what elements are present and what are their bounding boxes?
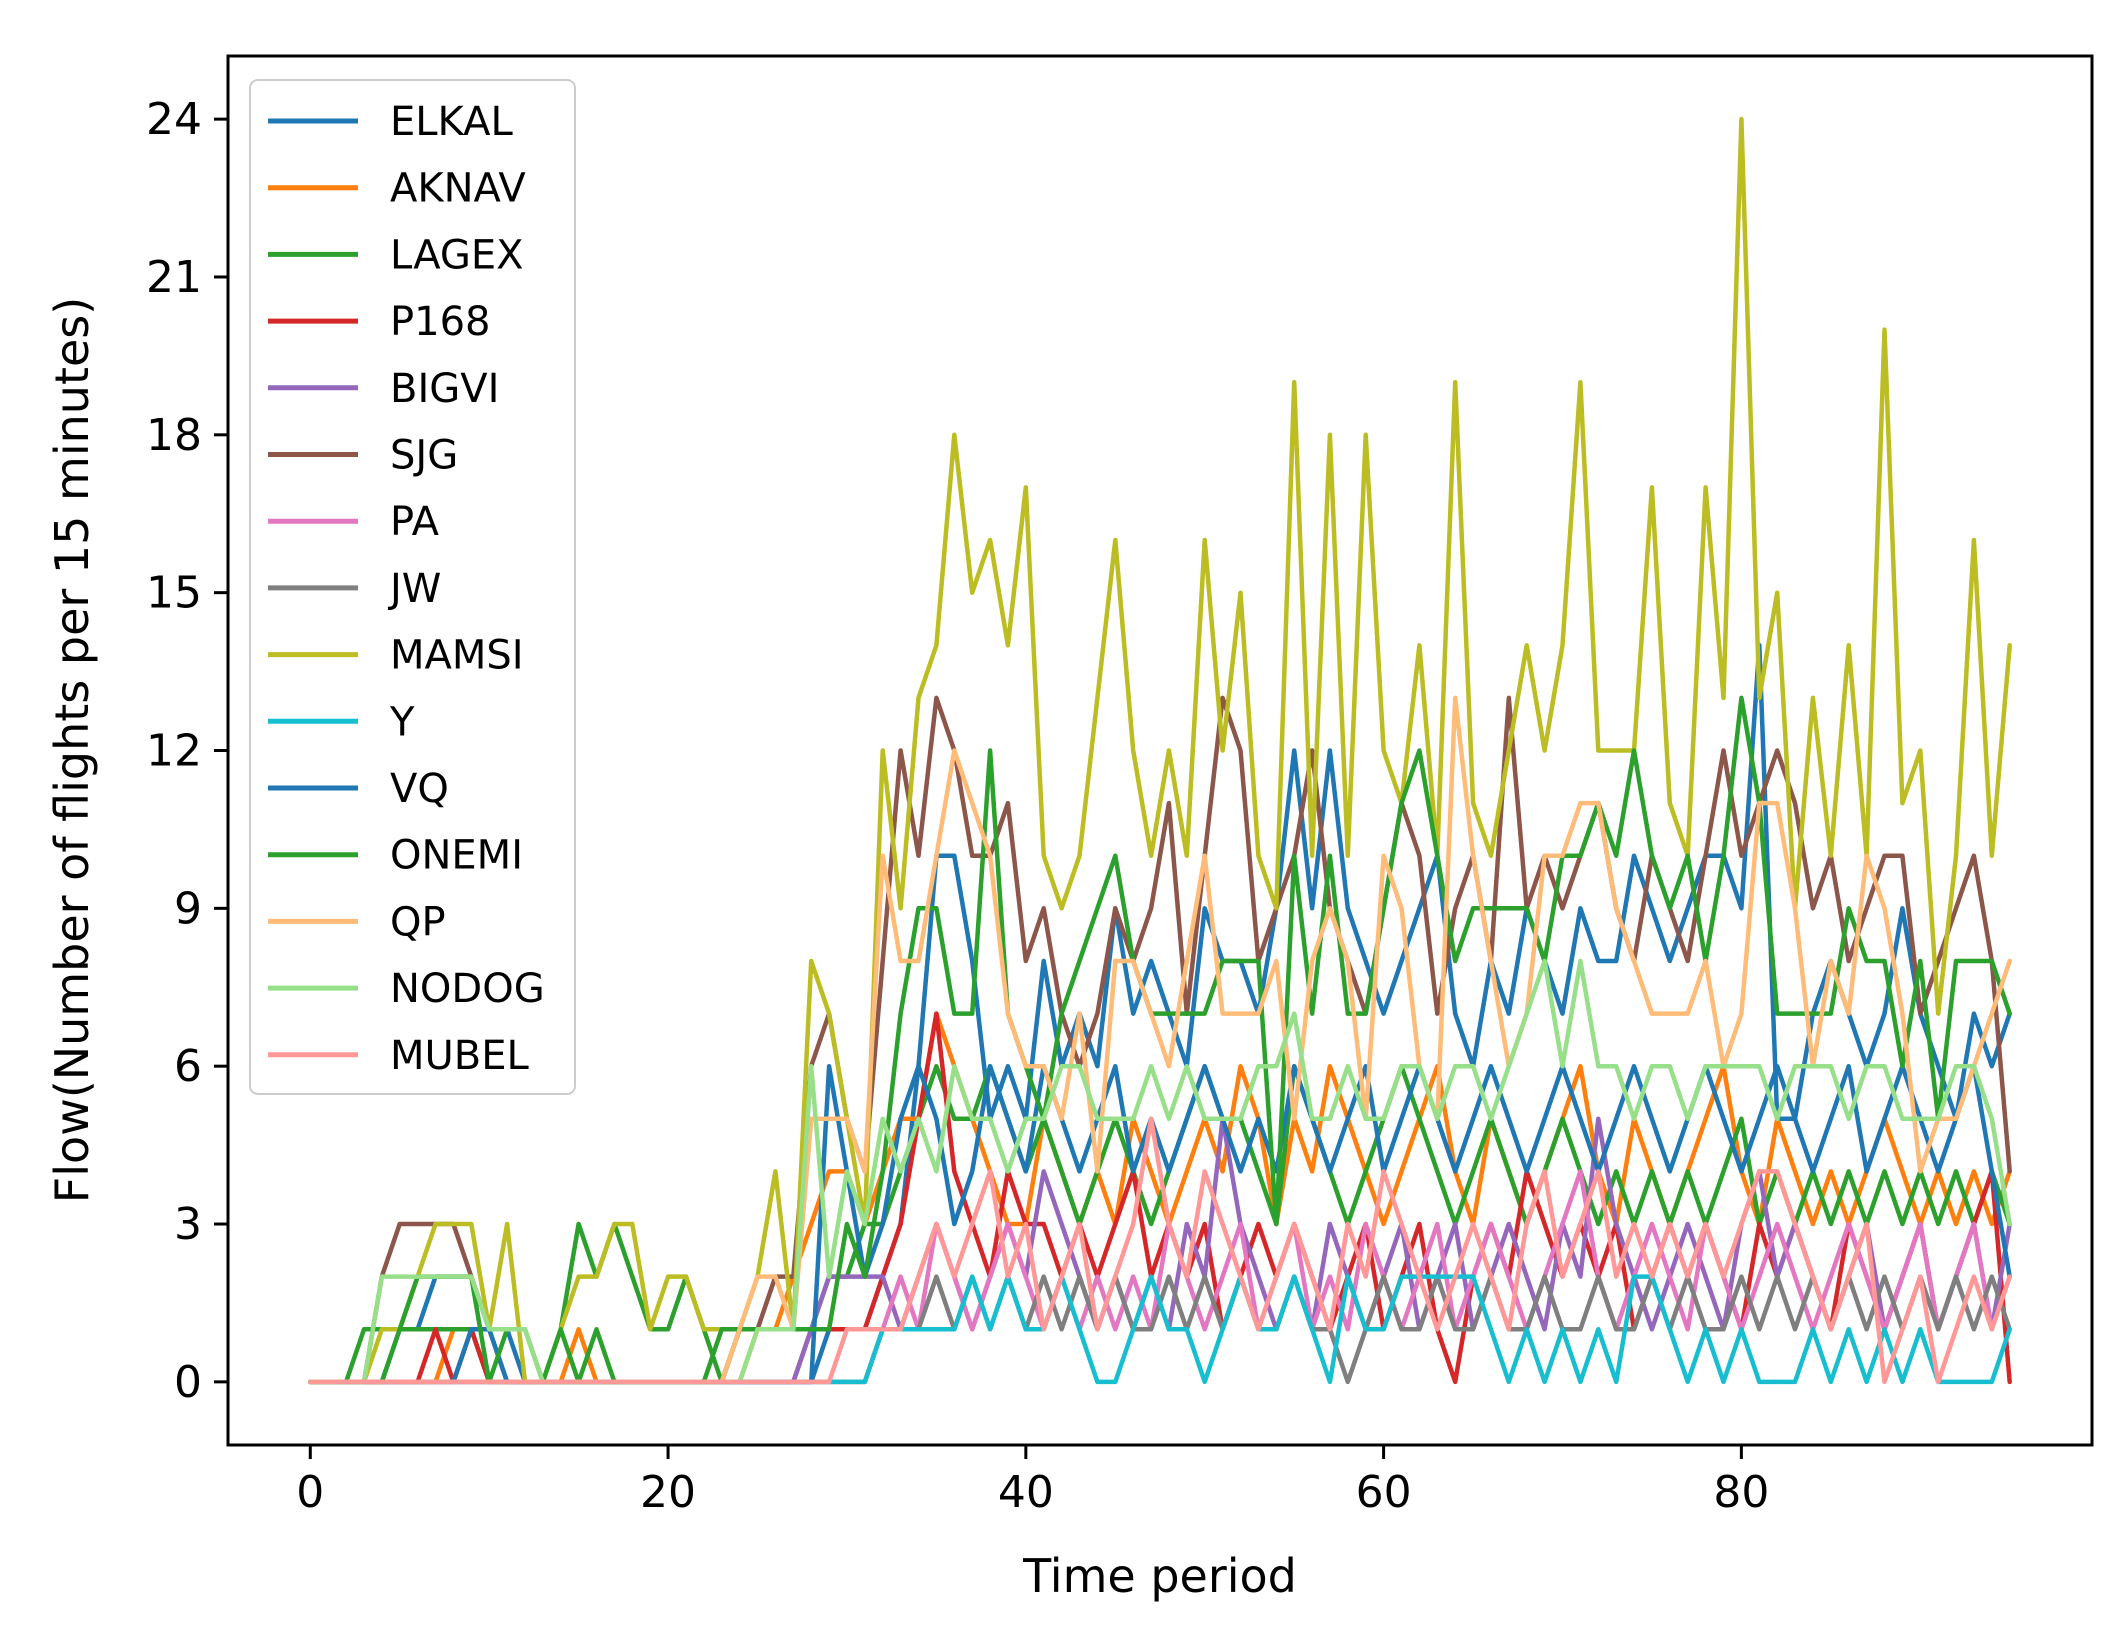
x-tick-label: 80 bbox=[1713, 1467, 1769, 1518]
series-line-lagex bbox=[308, 1063, 2012, 1385]
y-axis-label: Flow(Number of flights per 15 minutes) bbox=[45, 297, 99, 1203]
y-tick-label: 24 bbox=[146, 94, 202, 145]
x-tick-label: 40 bbox=[998, 1467, 1054, 1518]
x-tick-label: 20 bbox=[640, 1467, 696, 1518]
legend-label-jw: JW bbox=[387, 566, 441, 612]
y-tick-label: 9 bbox=[174, 883, 202, 934]
legend-label-y: Y bbox=[389, 699, 415, 745]
y-tick-label: 15 bbox=[146, 568, 202, 619]
y-tick-label: 6 bbox=[174, 1041, 202, 1092]
legend-label-onemi: ONEMI bbox=[390, 833, 523, 879]
legend-label-nodog: NODOG bbox=[390, 966, 545, 1012]
series-layer bbox=[308, 116, 2012, 1385]
legend-label-mamsi: MAMSI bbox=[390, 633, 524, 679]
y-tick-label: 18 bbox=[146, 410, 202, 461]
legend-box bbox=[249, 79, 576, 1095]
legend-label-vq: VQ bbox=[390, 766, 449, 812]
legend: ELKAL AKNAV LAGEX P168 BIGVI SJG PA JW MAMSI Y VQ O… bbox=[249, 79, 576, 1095]
x-axis-label: Time period bbox=[1022, 1549, 1297, 1603]
x-tick-label: 60 bbox=[1356, 1467, 1412, 1518]
legend-label-elkal: ELKAL bbox=[390, 99, 513, 145]
y-tick-label: 21 bbox=[146, 252, 202, 303]
legend-label-mubel: MUBEL bbox=[390, 1033, 530, 1079]
y-tick-label: 0 bbox=[174, 1357, 202, 1408]
y-axis: 0 3 6 9 12 15 18 21 24 bbox=[146, 94, 228, 1408]
legend-label-qp: QP bbox=[390, 899, 446, 945]
series-line-mubel bbox=[308, 1116, 2012, 1385]
series-line-mamsi bbox=[308, 116, 2012, 1385]
legend-label-p168: P168 bbox=[390, 299, 490, 345]
y-tick-label: 3 bbox=[174, 1199, 202, 1250]
legend-label-lagex: LAGEX bbox=[390, 232, 524, 278]
series-line-onemi bbox=[308, 695, 2012, 1385]
legend-label-bigvi: BIGVI bbox=[390, 366, 499, 412]
legend-label-pa: PA bbox=[390, 499, 440, 545]
y-tick-label: 12 bbox=[146, 726, 202, 777]
legend-label-sjg: SJG bbox=[390, 433, 458, 479]
legend-label-aknav: AKNAV bbox=[390, 166, 526, 212]
x-axis: 0 20 40 60 80 bbox=[296, 1445, 1769, 1518]
x-tick-label: 0 bbox=[296, 1467, 324, 1518]
